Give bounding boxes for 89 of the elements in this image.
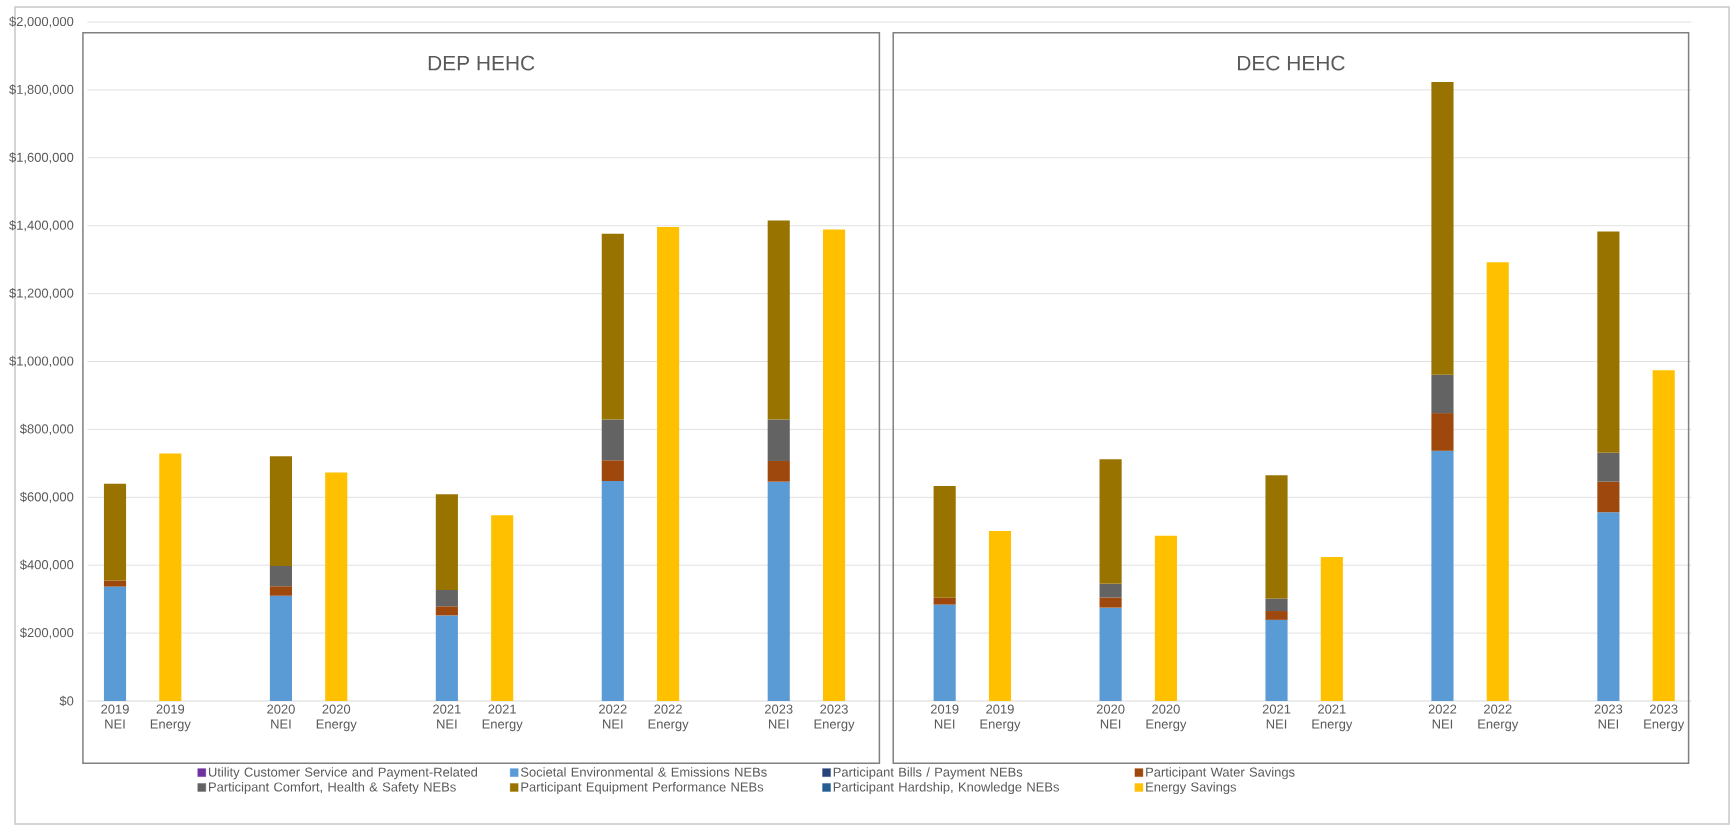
legend-label: Societal Environmental & Emissions NEBs [520,767,767,777]
y-tick-label: $0 [59,695,74,707]
x-tick-label: 2022 NEI [599,704,627,729]
x-tick-label: 2021 NEI [433,704,461,729]
bar [988,530,1012,701]
bar [269,565,292,587]
x-tick-label: 2021 Energy [482,704,523,732]
bar [1486,262,1509,701]
bar [159,453,182,701]
x-tick-label: 2022 Energy [648,704,689,732]
bar [435,615,458,701]
x-tick-label: 2019 Energy [980,704,1021,732]
bar [601,419,624,461]
bar [657,227,680,701]
bar [1099,583,1122,598]
x-tick-label: 2022 Energy [1478,704,1519,732]
legend-label: Participant Hardship, Knowledge NEBs [833,782,1059,795]
x-tick-label: 2020 NEI [1096,704,1125,729]
bar [1099,459,1122,584]
bar [435,589,458,607]
bar [1431,450,1454,701]
bar [1265,619,1288,701]
bar [435,494,458,590]
bar [1265,598,1288,612]
y-tick-label: $1,200,000 [9,287,74,300]
bar [601,233,624,420]
y-tick-label: $2,000,000 [9,16,74,28]
bar [103,580,127,587]
bar [269,586,292,596]
bar [1265,475,1288,599]
bar [1431,82,1454,375]
bar [933,597,956,605]
y-tick-label: $600,000 [19,491,74,503]
x-tick-label: 2021 NEI [1262,704,1291,729]
bar [767,419,790,461]
x-tick-label: 2019 NEI [101,704,129,729]
bar [1431,374,1454,414]
bar [822,229,846,701]
x-tick-label: 2021 Energy [1312,704,1353,732]
bar [601,460,624,481]
y-tick-label: $1,400,000 [9,220,74,232]
bar [1597,481,1620,513]
x-tick-label: 2023 NEI [764,704,793,729]
y-tick-label: $200,000 [19,627,74,639]
legend-label: Participant Comfort, Health & Safety NEBs [209,782,456,795]
x-tick-label: 2019 NEI [930,704,959,729]
bar [103,586,127,701]
bar [601,481,624,701]
legend-label: Energy Savings [1146,782,1237,795]
x-tick-label: 2023 Energy [814,704,855,732]
annotation: DEP HEHC [428,55,535,71]
x-tick-label: 2020 Energy [316,704,357,732]
bar [933,604,956,701]
bar [269,595,292,701]
y-tick-label: $1,600,000 [9,152,74,164]
legend-label: Utility Customer Service and Payment-Related [208,767,478,780]
bar [1099,607,1122,701]
annotation: DEC HEHC [1237,55,1345,71]
legend-label: Participant Water Savings [1146,767,1295,780]
bar [1265,611,1288,620]
y-tick-label: $400,000 [19,559,74,571]
x-tick-label: 2023 Energy [1644,704,1685,732]
x-tick-label: 2019 Energy [150,704,191,732]
bar [1597,231,1620,453]
y-tick-label: $1,800,000 [9,84,74,96]
bar [1597,512,1620,701]
y-tick-label: $800,000 [19,423,74,436]
bar [1431,413,1454,451]
x-tick-label: 2022 NEI [1428,704,1457,729]
legend-label: Participant Equipment Performance NEBs [521,782,764,795]
x-tick-label: 2020 NEI [267,704,295,729]
x-tick-label: 2020 Energy [1146,704,1187,732]
bar [767,220,790,420]
bar [1099,597,1122,608]
legend-label: Participant Bills / Payment NEBs [833,767,1023,780]
bar [325,472,348,701]
x-tick-label: 2023 NEI [1594,704,1623,729]
y-tick-label: $1,000,000 [9,355,74,368]
bar [491,515,514,701]
bar [767,481,790,701]
bar [1652,370,1675,701]
bar [767,460,790,482]
bar [1320,557,1343,701]
bar [435,606,458,616]
bar [1154,535,1177,701]
bar [1597,452,1620,482]
bar [933,486,956,598]
bar [103,483,127,581]
bar [269,456,292,566]
